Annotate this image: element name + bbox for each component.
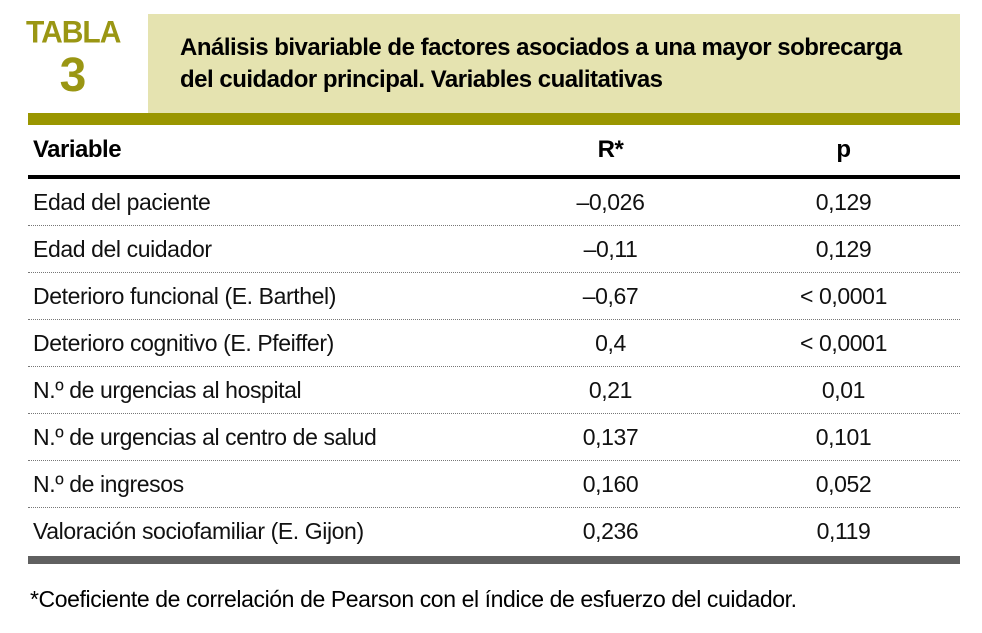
cell-variable: Deterioro funcional (E. Barthel) — [33, 282, 336, 309]
table-label-word: TABLA — [26, 15, 121, 50]
cell-p-value: 0,01 — [821, 376, 866, 403]
cell-p-value: 0,052 — [815, 470, 872, 497]
table-label-number: 3 — [59, 49, 87, 102]
cell-p-value: < 0,0001 — [800, 329, 887, 356]
table-header-row: Variable R* p — [28, 125, 960, 179]
table-row: N.º de urgencias al centro de salud 0,13… — [28, 414, 960, 461]
cell-p-value: 0,101 — [815, 423, 872, 450]
cell-p-value: 0,129 — [815, 188, 872, 215]
cell-variable: N.º de urgencias al hospital — [33, 376, 302, 403]
table-row: Deterioro funcional (E. Barthel) –0,67 <… — [28, 273, 960, 320]
table-row: N.º de ingresos 0,160 0,052 — [28, 461, 960, 508]
table-row: Edad del cuidador –0,11 0,129 — [28, 226, 960, 273]
cell-variable: Valoración sociofamiliar (E. Gijon) — [33, 517, 364, 544]
table-row: Deterioro cognitivo (E. Pfeiffer) 0,4 < … — [28, 320, 960, 367]
table-row: Valoración sociofamiliar (E. Gijon) 0,23… — [28, 508, 960, 554]
cell-variable: N.º de ingresos — [33, 470, 184, 497]
data-table: Variable R* p Edad del paciente –0,026 0… — [28, 125, 960, 564]
cell-p-value: 0,119 — [816, 517, 871, 544]
table-bottom-bar — [28, 556, 960, 564]
table-label: TABLA 3 — [26, 15, 121, 102]
cell-p-value: 0,129 — [815, 235, 872, 262]
cell-r-value: 0,160 — [582, 470, 639, 497]
table-row: Edad del paciente –0,026 0,129 — [28, 179, 960, 226]
cell-variable: Edad del cuidador — [33, 235, 212, 262]
table-title: Análisis bivariable de factores asociado… — [180, 33, 902, 93]
column-header-r: R* — [597, 136, 624, 163]
column-header-variable: Variable — [33, 136, 122, 163]
footnote: *Coeficiente de correlación de Pearson c… — [30, 586, 797, 612]
cell-r-value: 0,236 — [582, 517, 639, 544]
cell-r-value: –0,67 — [582, 282, 639, 309]
table-title-band: Análisis bivariable de factores asociado… — [148, 14, 960, 113]
cell-r-value: –0,026 — [576, 188, 645, 215]
table-row: N.º de urgencias al hospital 0,21 0,01 — [28, 367, 960, 414]
cell-r-value: 0,4 — [595, 329, 626, 356]
cell-r-value: –0,11 — [583, 235, 638, 262]
cell-variable: N.º de urgencias al centro de salud — [33, 423, 377, 450]
accent-bar — [28, 113, 960, 125]
cell-p-value: < 0,0001 — [800, 282, 887, 309]
column-header-p: p — [836, 136, 851, 163]
cell-variable: Deterioro cognitivo (E. Pfeiffer) — [33, 329, 334, 356]
cell-r-value: 0,137 — [582, 423, 639, 450]
cell-variable: Edad del paciente — [33, 188, 211, 215]
cell-r-value: 0,21 — [588, 376, 633, 403]
